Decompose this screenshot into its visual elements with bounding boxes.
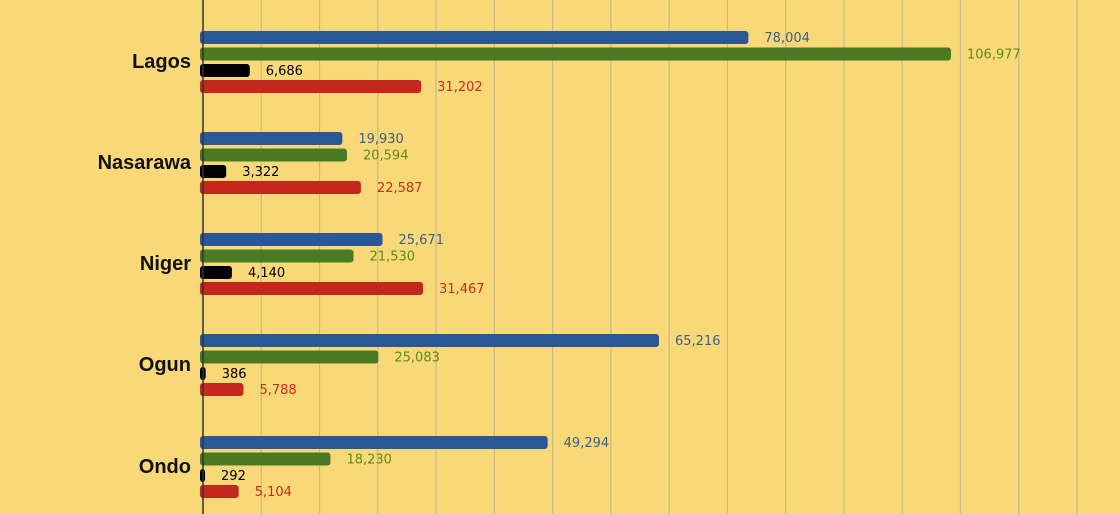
value-label: 3,322 <box>242 165 279 180</box>
value-label: 65,216 <box>675 334 721 349</box>
bar <box>200 383 244 396</box>
bar <box>200 266 232 279</box>
value-label: 386 <box>222 367 247 382</box>
value-label: 31,467 <box>439 282 485 297</box>
value-label: 106,977 <box>967 48 1021 63</box>
value-label: 22,587 <box>377 181 423 196</box>
value-label: 25,671 <box>398 233 444 248</box>
gridlines <box>260 0 1078 514</box>
bar <box>200 485 239 498</box>
bar <box>200 165 227 178</box>
value-label: 21,530 <box>370 250 416 265</box>
bar <box>200 181 361 194</box>
bar <box>200 233 383 246</box>
bar <box>200 80 422 93</box>
bar <box>200 334 660 347</box>
bar <box>200 350 379 364</box>
category-label: Ondo <box>139 456 191 478</box>
bar <box>200 64 250 77</box>
value-labels: 78,004 106,977 6,686 31,202 19,930 20,594 3,32… <box>221 31 1021 500</box>
value-label: 292 <box>221 469 246 484</box>
value-label: 78,004 <box>764 31 810 46</box>
value-label: 4,140 <box>248 266 285 281</box>
bar <box>200 436 548 449</box>
category-label: Lagos <box>132 51 191 73</box>
bar <box>200 31 749 44</box>
value-label: 19,930 <box>358 132 404 147</box>
category-label: Niger <box>140 253 191 275</box>
value-label: 25,083 <box>394 351 440 366</box>
bar <box>200 249 354 263</box>
value-label: 31,202 <box>437 80 483 95</box>
value-label: 5,788 <box>259 383 296 398</box>
value-label: 5,104 <box>255 485 292 500</box>
value-label: 6,686 <box>266 64 303 79</box>
bar <box>200 282 424 295</box>
value-label: 20,594 <box>363 149 409 164</box>
bar <box>200 452 331 466</box>
category-label: Ogun <box>139 354 191 376</box>
bar <box>200 47 951 61</box>
category-labels: Lagos Nasarawa Niger Ogun Ondo <box>98 51 192 478</box>
category-label: Nasarawa <box>98 152 192 174</box>
bar <box>200 132 343 145</box>
value-label: 49,294 <box>564 436 610 451</box>
bar <box>200 148 347 162</box>
value-label: 18,230 <box>346 453 392 468</box>
bars <box>200 31 951 498</box>
